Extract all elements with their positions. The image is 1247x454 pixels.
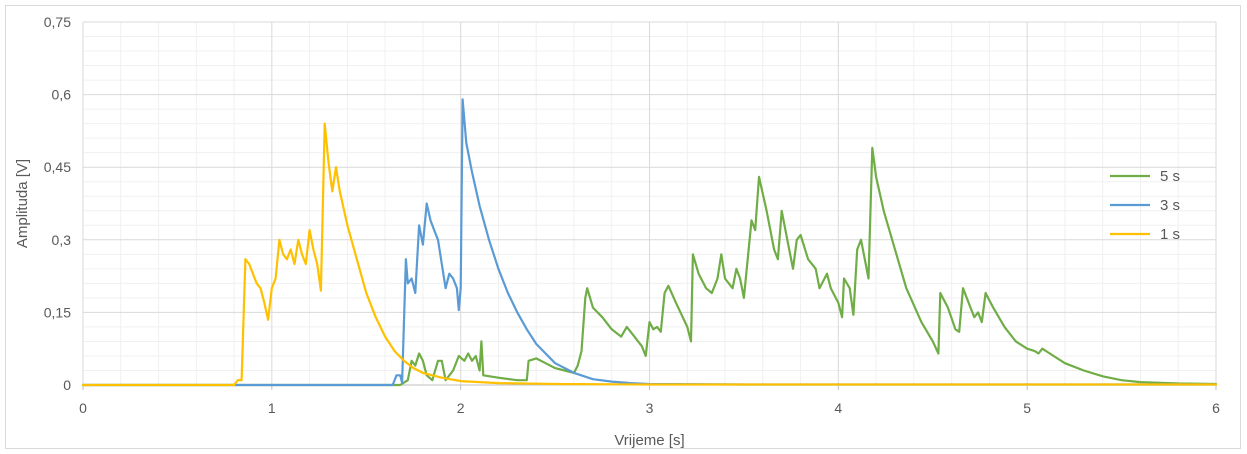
x-tick-label: 3 bbox=[646, 400, 654, 416]
y-tick-label: 0,75 bbox=[44, 14, 71, 30]
x-tick-label: 6 bbox=[1212, 400, 1220, 416]
series-line-5s bbox=[81, 146, 1218, 387]
legend-label: 3 s bbox=[1160, 197, 1180, 214]
x-tick-label: 2 bbox=[457, 400, 465, 416]
y-tick-label: 0,3 bbox=[52, 232, 72, 248]
y-tick-label: 0,45 bbox=[44, 159, 71, 175]
x-tick-label: 1 bbox=[268, 400, 276, 416]
x-tick-label: 4 bbox=[834, 400, 842, 416]
x-axis-title: Vrijeme [s] bbox=[614, 432, 684, 449]
x-tick-label: 5 bbox=[1023, 400, 1031, 416]
legend-label: 1 s bbox=[1160, 226, 1180, 243]
series-line-3s bbox=[81, 98, 1218, 387]
y-tick-label: 0,15 bbox=[44, 304, 71, 320]
legend-label: 5 s bbox=[1160, 168, 1180, 185]
y-axis-title: Amplituda [V] bbox=[14, 159, 31, 248]
y-tick-label: 0,6 bbox=[52, 87, 72, 103]
x-tick-label: 0 bbox=[79, 400, 87, 416]
y-tick-label: 0 bbox=[63, 377, 71, 393]
series-line-1s bbox=[81, 122, 1218, 387]
chart-frame bbox=[5, 5, 1241, 449]
